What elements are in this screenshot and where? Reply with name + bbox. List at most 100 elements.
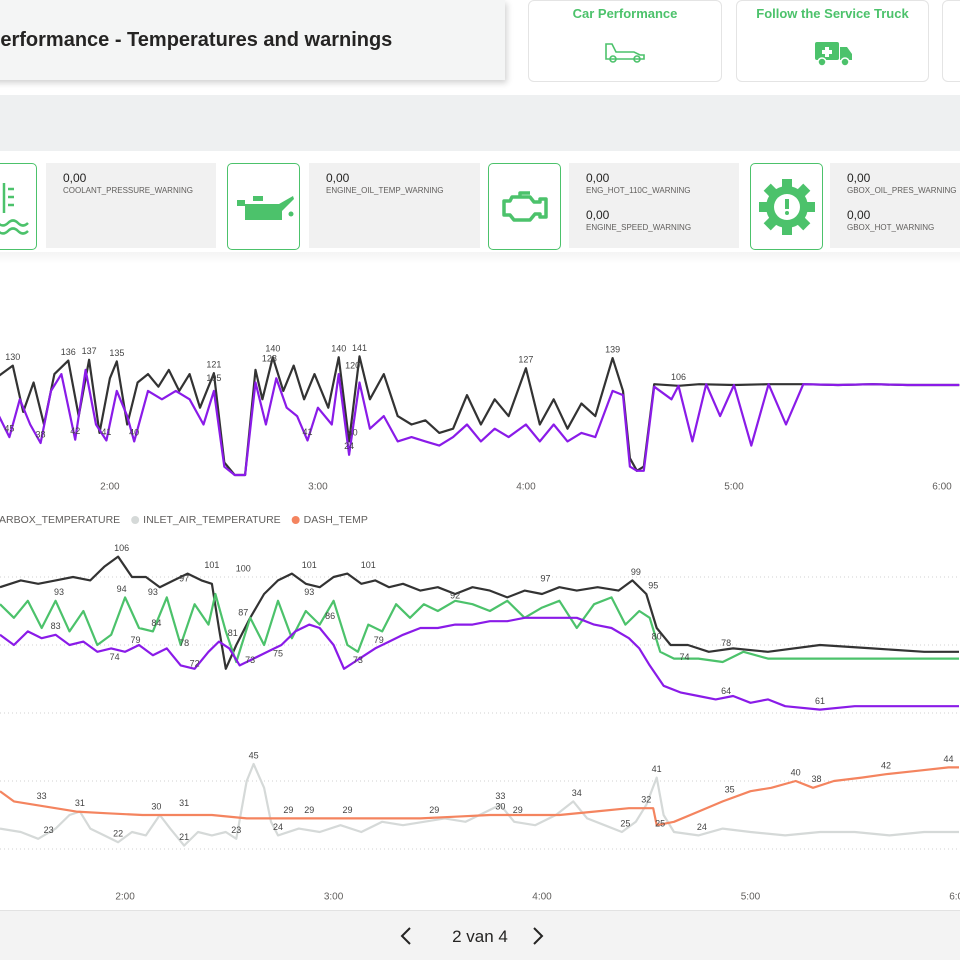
- data-label: 38: [36, 429, 46, 439]
- data-label: 38: [811, 774, 821, 784]
- warning-card: 0,00 ENG_HOT_110C_WARNING 0,00 ENGINE_SP…: [569, 163, 739, 248]
- data-label: 24: [344, 441, 354, 451]
- data-label: 74: [679, 652, 689, 662]
- data-label: 33: [495, 791, 505, 801]
- data-label: 45: [249, 750, 259, 760]
- data-label: 94: [117, 584, 127, 594]
- warning-value: 0,00: [847, 208, 871, 222]
- data-label: 33: [37, 791, 47, 801]
- data-label: 95: [648, 580, 658, 590]
- page-indicator: 2 van 4: [452, 927, 508, 946]
- data-label: 99: [631, 567, 641, 577]
- data-label: 84: [151, 618, 161, 628]
- warning-label: ENGINE_OIL_TEMP_WARNING: [326, 186, 444, 195]
- data-label: 135: [109, 348, 124, 358]
- nav-label: Follow the Service Truck: [756, 6, 909, 21]
- x-tick-label: 5:00: [741, 892, 761, 903]
- data-label: 32: [641, 795, 651, 805]
- data-label: 64: [721, 686, 731, 696]
- coolant-icon: [0, 182, 29, 235]
- data-label: 41: [303, 427, 313, 437]
- series-line: [0, 555, 959, 670]
- data-label: 93: [54, 587, 64, 597]
- data-label: 40: [348, 428, 358, 438]
- data-label: 100: [236, 563, 251, 573]
- data-label: 73: [353, 655, 363, 665]
- warning-value: 0,00: [326, 171, 350, 185]
- series-line: [0, 762, 959, 847]
- data-label: 140: [265, 344, 280, 354]
- warning-value: 0,00: [586, 208, 610, 222]
- x-tick-label: 2:00: [100, 482, 120, 493]
- header: Performance - Temperatures and warnings: [0, 0, 505, 80]
- page-title: Performance - Temperatures and warnings: [0, 29, 393, 51]
- nav-button[interactable]: Car Performance: [528, 0, 722, 82]
- warning-value: 0,00: [63, 171, 87, 185]
- data-label: 106: [671, 372, 686, 382]
- prev-page[interactable]: [398, 925, 414, 947]
- data-label: 61: [815, 696, 825, 706]
- data-label: 25: [655, 818, 665, 828]
- data-label: 92: [450, 591, 460, 601]
- separator: [0, 252, 960, 264]
- data-label: 75: [273, 648, 283, 658]
- nav-button[interactable]: [942, 0, 960, 82]
- x-tick-label: 3:00: [324, 892, 344, 903]
- data-label: 78: [179, 638, 189, 648]
- data-label: 29: [429, 805, 439, 815]
- warning-label: COOLANT_PRESSURE_WARNING: [63, 186, 193, 195]
- x-tick-label: 2:00: [115, 892, 135, 903]
- series-line: [0, 355, 960, 477]
- warning-label: ENG_HOT_110C_WARNING: [586, 186, 691, 195]
- data-label: 130: [5, 352, 20, 362]
- data-label: 105: [206, 373, 221, 383]
- data-label: 23: [231, 825, 241, 835]
- data-label: 106: [114, 543, 129, 553]
- x-tick-label: 6:00: [932, 482, 952, 493]
- data-label: 80: [652, 631, 662, 641]
- data-label: 35: [725, 784, 735, 794]
- data-label: 136: [61, 347, 76, 357]
- filter-band: [0, 95, 960, 151]
- data-label: 23: [44, 825, 54, 835]
- data-label: 24: [697, 822, 707, 832]
- data-label: 29: [342, 805, 352, 815]
- data-label: 22: [113, 829, 123, 839]
- data-label: 41: [652, 764, 662, 774]
- nav-label: Car Performance: [572, 6, 678, 21]
- data-label: 120: [345, 360, 360, 370]
- data-label: 128: [262, 354, 277, 364]
- legend-marker: [131, 516, 140, 524]
- data-label: 79: [374, 635, 384, 645]
- data-label: 41: [101, 427, 111, 437]
- series-line: [0, 766, 959, 827]
- warning-value: 0,00: [847, 171, 871, 185]
- warning-label: ENGINE_SPEED_WARNING: [586, 223, 692, 232]
- data-label: 25: [620, 818, 630, 828]
- engine-icon: [501, 190, 548, 222]
- truck-icon: [814, 42, 852, 67]
- data-label: 78: [721, 638, 731, 648]
- warning-value: 0,00: [586, 171, 610, 185]
- series-line: [0, 616, 959, 711]
- next-page[interactable]: [530, 925, 546, 947]
- data-label: 31: [179, 798, 189, 808]
- nav-button[interactable]: Follow the Service Truck: [736, 0, 929, 82]
- warning-icon: [227, 163, 300, 250]
- warning-icon: [750, 163, 823, 250]
- oil-icon: [236, 195, 294, 220]
- gear-icon: [758, 178, 815, 235]
- data-label: 24: [273, 822, 283, 832]
- warning-label: GBOX_HOT_WARNING: [847, 223, 935, 232]
- data-label: 30: [495, 801, 505, 811]
- data-label: 87: [238, 608, 248, 618]
- data-label: 137: [82, 346, 97, 356]
- data-label: 83: [51, 621, 61, 631]
- data-label: 45: [4, 424, 14, 434]
- data-label: 30: [151, 801, 161, 811]
- x-tick-label: 4:00: [532, 892, 552, 903]
- data-label: 121: [206, 360, 221, 370]
- data-label: 139: [605, 344, 620, 354]
- warning-icon: [0, 163, 37, 250]
- data-label: 79: [130, 635, 140, 645]
